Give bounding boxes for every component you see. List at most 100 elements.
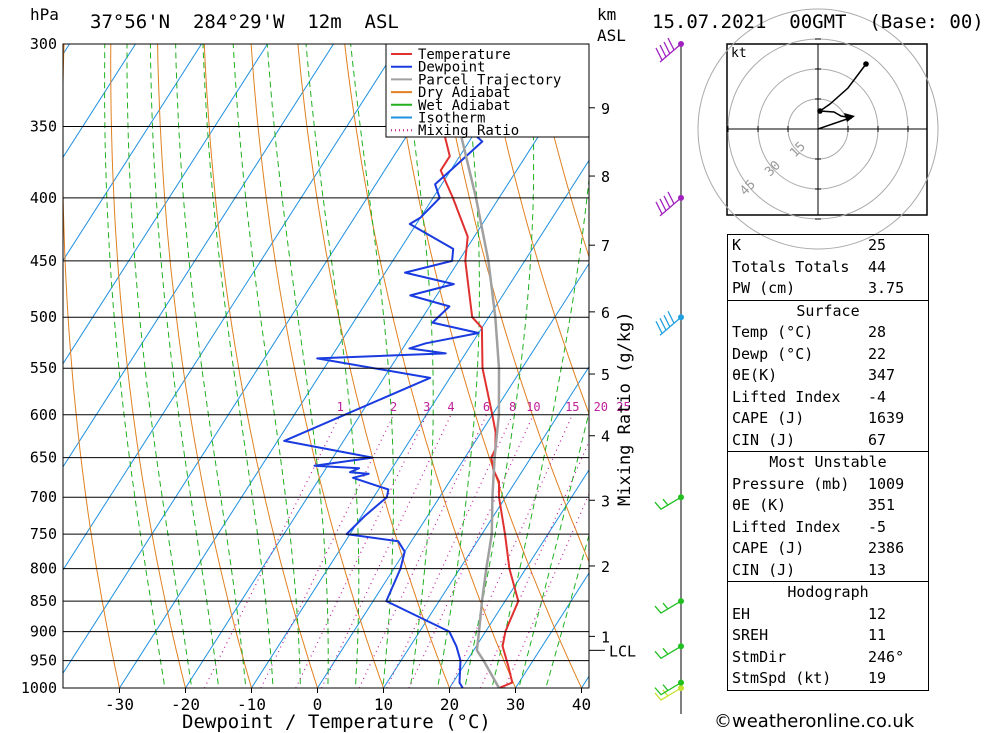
eh-row: EH 12 bbox=[732, 604, 887, 623]
chart-axes: 3003504004505005506006507007508008509009… bbox=[21, 35, 591, 714]
wet-adiabat-line bbox=[305, 44, 360, 688]
wet-adiabat-line bbox=[202, 44, 274, 688]
pressure-tick-label: 300 bbox=[30, 35, 57, 53]
mixing-ratio-label: 1 bbox=[337, 400, 344, 414]
mixing-ratio-line bbox=[321, 414, 452, 688]
isotherm-line bbox=[185, 56, 589, 688]
hpa-label: hPa bbox=[30, 5, 59, 24]
hodograph-ring bbox=[697, 8, 939, 250]
pressure-tick-label: 800 bbox=[30, 560, 57, 578]
surface-temp-row: Temp (°C) 28 bbox=[732, 323, 887, 341]
mixing-ratio-line bbox=[504, 492, 589, 688]
pressure-tick-label: 600 bbox=[30, 406, 57, 424]
wind-profile bbox=[654, 37, 684, 714]
mixing-ratio-line bbox=[358, 414, 488, 688]
surface-block: Surface Temp (°C) 28 Dewp (°C) 22 θE(K) 347… bbox=[728, 301, 928, 452]
dry-adiabat-line bbox=[157, 44, 253, 688]
pressure-tick-label: 450 bbox=[30, 252, 57, 270]
mixing-ratio-label: 10 bbox=[526, 400, 540, 414]
surface-dewp-row: Dewp (°C) 22 bbox=[732, 344, 887, 363]
pw-row: PW (cm) 3.75 bbox=[732, 279, 905, 297]
isotherm-line bbox=[63, 44, 136, 159]
wet-adiabat-line bbox=[437, 44, 480, 688]
series-dewpoint bbox=[283, 44, 484, 688]
isotherm-line bbox=[515, 572, 589, 688]
mixing-ratio-label: 20 bbox=[594, 400, 608, 414]
isotherm-line bbox=[317, 262, 589, 688]
isotherm-line bbox=[119, 44, 532, 688]
credit-link[interactable]: ©weatheronline.co.uk bbox=[714, 711, 915, 732]
x-tick-label: 30 bbox=[506, 695, 525, 714]
hodograph-top-point bbox=[863, 61, 869, 67]
stmdir-row: StmDir 246° bbox=[732, 647, 905, 666]
hodograph-unit: kt bbox=[731, 46, 747, 61]
pressure-tick-label: 850 bbox=[30, 592, 57, 610]
mixing-ratio-label: 2 bbox=[390, 400, 397, 414]
pressure-tick-label: 500 bbox=[30, 308, 57, 326]
dry-adiabat-line bbox=[110, 44, 187, 688]
mixing-ratio-line bbox=[295, 414, 428, 688]
wind-barb bbox=[654, 687, 682, 701]
mixing-ratio-line bbox=[260, 414, 395, 688]
wind-barb bbox=[654, 600, 682, 614]
surface-li-row: Lifted Index -4 bbox=[732, 387, 887, 406]
x-axis-title: Dewpoint / Temperature (°C) bbox=[182, 711, 491, 733]
series-temperature bbox=[418, 44, 520, 688]
dry-adiabat-line bbox=[437, 44, 589, 563]
isotherm-line bbox=[63, 44, 466, 675]
wind-barb bbox=[655, 191, 682, 217]
wet-adiabat-line bbox=[491, 174, 589, 688]
wind-barb bbox=[654, 496, 682, 511]
mu-pressure-row: Pressure (mb) 1009 bbox=[732, 474, 905, 493]
km-label: km bbox=[597, 5, 617, 24]
pressure-tick-label: 1000 bbox=[21, 679, 57, 697]
dry-adiabat-line bbox=[203, 44, 319, 688]
legend-box bbox=[385, 43, 590, 138]
storm-motion-arrowhead bbox=[844, 113, 855, 122]
isotherm-line bbox=[63, 44, 400, 571]
hodograph-title: Hodograph bbox=[787, 583, 869, 601]
x-tick-label: -10 bbox=[237, 695, 266, 714]
sreh-row: SREH 11 bbox=[732, 626, 887, 644]
legend-label: Dry Adiabat bbox=[418, 85, 511, 101]
wet-adiabat-line bbox=[175, 44, 247, 688]
wet-adiabat-line bbox=[518, 410, 589, 688]
isotherm-line bbox=[383, 365, 589, 688]
stmspd-row: StmSpd (kt) 19 bbox=[732, 669, 887, 687]
asl-label: ASL bbox=[597, 26, 626, 45]
datetime-title: 15.07.2021 00GMT (Base: 00) bbox=[652, 11, 984, 33]
mixing-ratio-line bbox=[203, 414, 341, 688]
pressure-tick-label: 350 bbox=[30, 117, 57, 135]
mixing-ratio-label: 4 bbox=[447, 400, 454, 414]
km-tick-label: 1 bbox=[601, 628, 610, 646]
mixing-ratio-label: 3 bbox=[423, 400, 430, 414]
totals-row: Totals Totals 44 bbox=[732, 257, 887, 276]
km-tick-label: 5 bbox=[601, 366, 610, 384]
stability-panel: K 25 Totals Totals 44 PW (cm) 3.75 Surface … bbox=[727, 234, 929, 691]
legend-label: Mixing Ratio bbox=[418, 123, 519, 139]
dry-adiabat-line bbox=[297, 44, 451, 688]
location-title: 37°56'N 284°29'W 12m ASL bbox=[90, 11, 399, 33]
pressure-tick-label: 700 bbox=[30, 488, 57, 506]
x-tick-label: -20 bbox=[171, 695, 200, 714]
km-tick-label: 7 bbox=[601, 237, 610, 255]
dry-adiabat-line bbox=[63, 44, 121, 688]
mixing-ratio-axis-title: Mixing Ratio (g/kg) bbox=[615, 312, 635, 506]
hodograph-block: Hodograph EH 12 SREH 11 StmDir 246° StmSpd … bbox=[728, 582, 928, 691]
x-tick-label: 40 bbox=[572, 695, 591, 714]
most-unstable-title: Most Unstable bbox=[769, 453, 887, 471]
km-tick-label: 8 bbox=[601, 168, 610, 186]
wind-barb bbox=[654, 682, 682, 696]
wet-adiabat-line bbox=[464, 44, 535, 688]
legend-label: Temperature bbox=[418, 47, 511, 63]
dry-adiabat-line bbox=[484, 44, 589, 416]
pressure-tick-label: 400 bbox=[30, 189, 57, 207]
legend-label: Isotherm bbox=[418, 111, 485, 127]
surface-cin-row: CIN (J) 67 bbox=[732, 430, 887, 449]
km-axis: 1 2 3 4 5 6 7 8 9 LCL bbox=[589, 100, 636, 660]
pressure-tick-label: 550 bbox=[30, 359, 57, 377]
indices-block: K 25 Totals Totals 44 PW (cm) 3.75 bbox=[728, 235, 928, 301]
isotherm-line bbox=[449, 469, 589, 688]
